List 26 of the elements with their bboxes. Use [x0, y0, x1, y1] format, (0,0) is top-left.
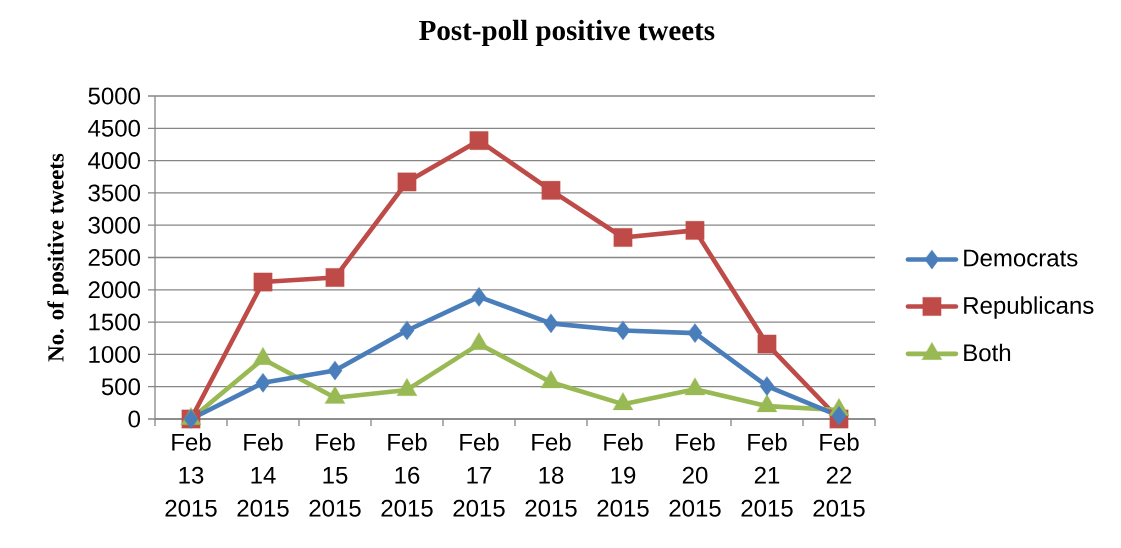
y-axis-title: No. of positive tweets	[47, 153, 69, 362]
chart-title: Post-poll positive tweets	[419, 19, 715, 47]
x-tick-label: Feb 19 2015	[597, 433, 649, 517]
x-tick-label: Feb 22 2015	[813, 433, 865, 517]
y-tick-label: 4500	[88, 119, 140, 137]
x-tick-label: Feb 21 2015	[741, 433, 793, 517]
y-tick-label: 2500	[88, 249, 140, 266]
legend-label: Republicans	[964, 296, 1094, 319]
y-tick-label: 3500	[88, 184, 140, 202]
x-tick-label: Feb 16 2015	[381, 433, 433, 517]
x-tick-label: Feb 13 2015	[165, 433, 217, 517]
y-tick-label: 1000	[89, 345, 140, 363]
x-tick-label: Feb 18 2015	[525, 433, 577, 517]
y-tick-label: 1500	[89, 313, 140, 331]
x-tick-label: Feb 15 2015	[309, 433, 361, 517]
y-tick-label: 3000	[88, 216, 140, 234]
x-tick-label: Feb 14 2015	[237, 433, 289, 517]
legend-label: Democrats	[964, 249, 1078, 267]
y-tick-label: 4000	[88, 152, 140, 170]
x-tick-label: Feb 17 2015	[453, 433, 505, 517]
y-tick-label: 0	[128, 410, 141, 428]
y-tick-label: 5000	[88, 87, 140, 105]
x-tick-label: Feb 20 2015	[669, 433, 721, 517]
legend-label: Both	[964, 343, 1011, 362]
y-tick-label: 2000	[88, 281, 140, 299]
y-tick-label: 500	[101, 378, 140, 396]
